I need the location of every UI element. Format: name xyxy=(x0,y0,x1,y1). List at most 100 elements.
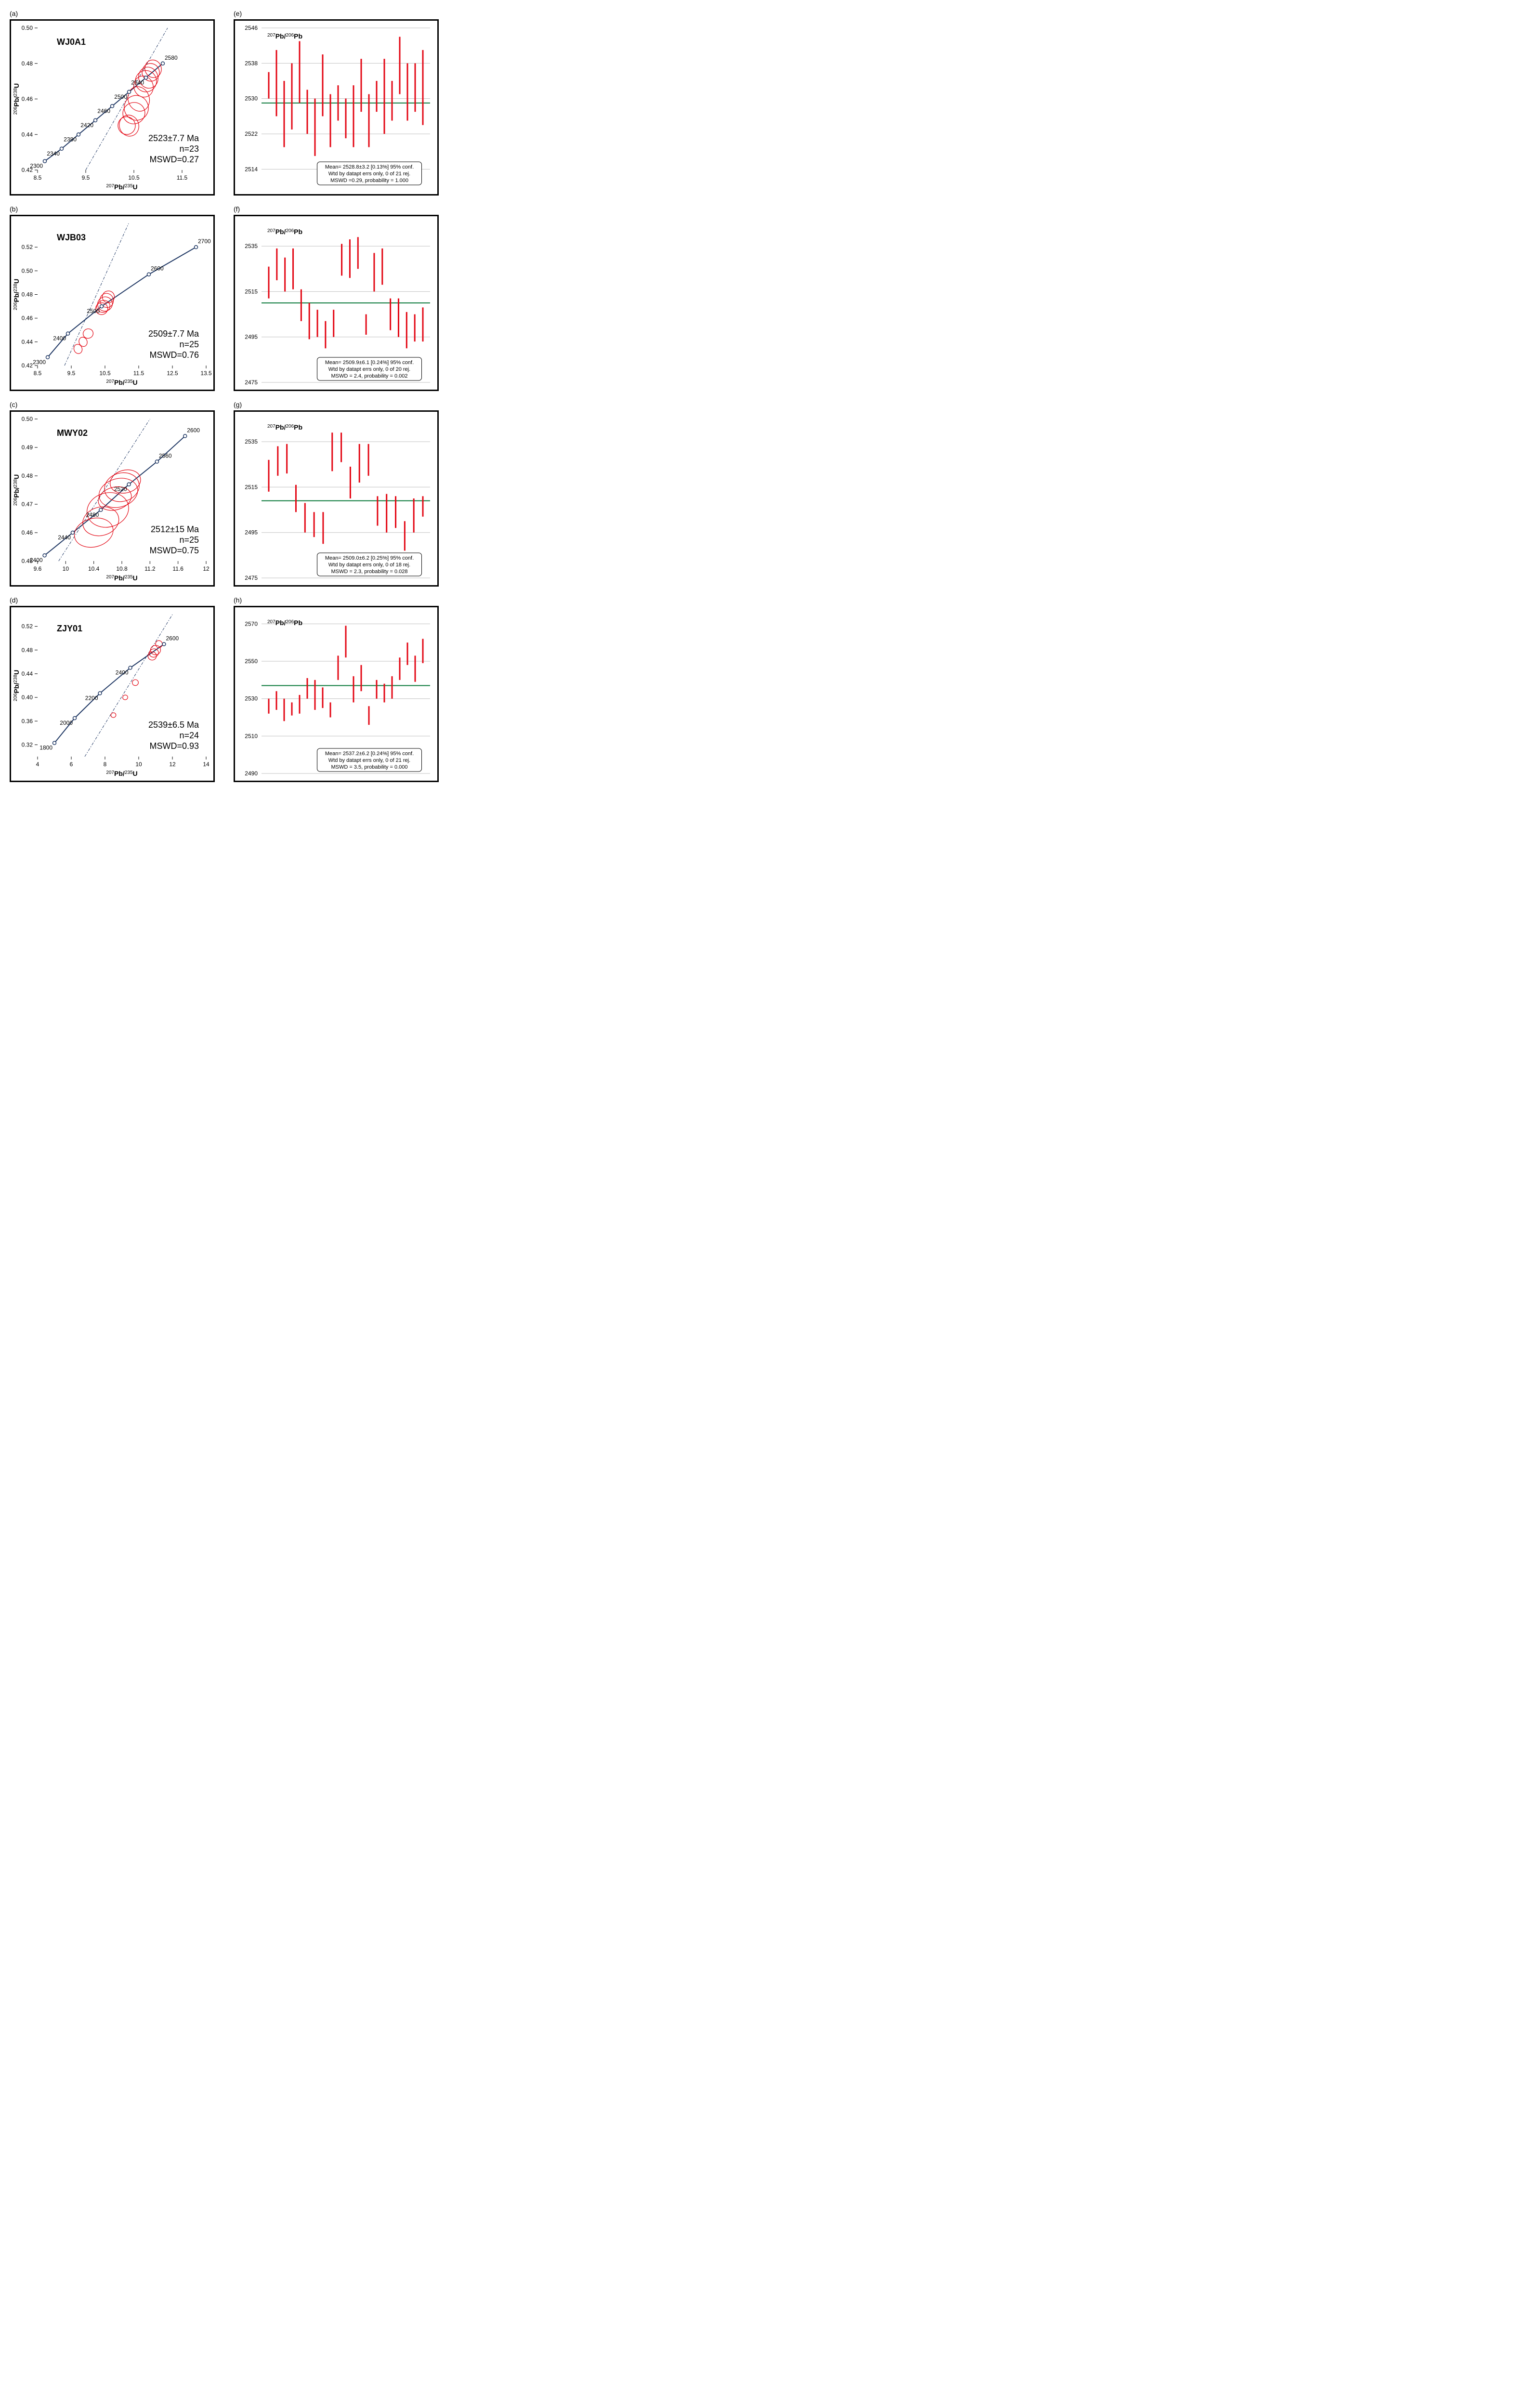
x-tick-label: 11.2 xyxy=(144,565,156,572)
y-tick-label: 0.52 xyxy=(22,244,33,250)
y-tick-label: 0.42 xyxy=(22,167,33,173)
discordia-line xyxy=(85,615,172,757)
y-axis-label: 206Pb/238U xyxy=(13,474,20,506)
x-tick-label: 10 xyxy=(63,565,69,572)
y-tick-label: 2546 xyxy=(245,25,258,31)
x-tick-label: 12 xyxy=(169,761,176,768)
age-n: n=23 xyxy=(179,144,199,154)
y-tick-label: 2530 xyxy=(245,95,258,102)
y-tick-label: 0.50 xyxy=(22,416,33,422)
panel-letter: (e) xyxy=(234,10,443,17)
concordia-marker xyxy=(155,460,158,463)
y-tick-label: 0.46 xyxy=(22,96,33,103)
concordia-curve xyxy=(54,644,164,743)
age-mswd: MSWD=0.75 xyxy=(149,546,199,555)
stats-line: Wtd by datapt errs only, 0 of 21 rej. xyxy=(328,171,410,177)
concordia-marker xyxy=(183,434,187,438)
chart-area: 2475249525152535207Pb/206PbMean= 2509.0±… xyxy=(234,410,439,587)
concordia-marker xyxy=(144,76,148,79)
x-tick-label: 10.5 xyxy=(128,174,140,181)
x-tick-label: 8 xyxy=(104,761,107,768)
x-tick-label: 10.5 xyxy=(99,370,111,377)
ratio-title: 207Pb/206Pb xyxy=(267,423,302,431)
x-tick-label: 11.6 xyxy=(172,565,183,572)
concordia-age-label: 2700 xyxy=(198,238,211,245)
concordia-marker xyxy=(99,508,103,511)
y-tick-label: 2522 xyxy=(245,131,258,137)
y-tick-label: 2510 xyxy=(245,733,258,739)
age-mswd: MSWD=0.76 xyxy=(149,350,199,360)
panel-e: (e)25142522253025382546207Pb/206PbMean= … xyxy=(234,10,443,196)
y-tick-label: 2570 xyxy=(245,620,258,627)
panel-letter: (c) xyxy=(10,401,219,408)
stats-line: Mean= 2509.0±6.2 [0.25%] 95% conf. xyxy=(325,555,414,561)
age-mswd: MSWD=0.27 xyxy=(149,155,199,164)
concordia-marker xyxy=(100,305,104,308)
data-ellipse xyxy=(117,112,142,139)
data-ellipse xyxy=(82,327,94,340)
age-line: 2539±6.5 Ma xyxy=(148,720,199,730)
x-axis-label: 207Pb/235U xyxy=(106,379,137,386)
y-tick-label: 2495 xyxy=(245,334,258,340)
y-tick-label: 0.32 xyxy=(22,741,33,748)
y-tick-label: 2538 xyxy=(245,60,258,66)
sample-name: WJB03 xyxy=(57,233,86,242)
y-tick-label: 0.46 xyxy=(22,315,33,322)
panel-d: (d)180020002200240026004681012140.320.36… xyxy=(10,596,219,782)
concordia-age-label: 2380 xyxy=(64,136,77,143)
concordia-marker xyxy=(53,741,56,745)
concordia-marker xyxy=(128,90,131,93)
chart-area: 230024002500260027008.59.510.511.512.513… xyxy=(10,215,215,391)
stats-line: MSWD = 2.3, probability = 0.028 xyxy=(331,569,408,575)
concordia-age-label: 2500 xyxy=(87,308,100,314)
data-ellipse xyxy=(116,114,138,137)
x-tick-label: 9.5 xyxy=(82,174,90,181)
y-tick-label: 0.42 xyxy=(22,362,33,369)
y-tick-label: 0.45 xyxy=(22,558,33,564)
stats-line: Mean= 2537.2±6.2 [0.24%] 95% conf. xyxy=(325,751,414,757)
concordia-age-label: 2400 xyxy=(116,669,129,676)
concordia-age-label: 2540 xyxy=(131,79,144,86)
y-axis-label: 206Pb/238U xyxy=(13,670,20,701)
chart-area: 25142522253025382546207Pb/206PbMean= 252… xyxy=(234,19,439,196)
panel-h: (h)24902510253025502570207Pb/206PbMean= … xyxy=(234,596,443,782)
x-axis-label: 207Pb/235U xyxy=(106,183,137,191)
chart-area: 24902510253025502570207Pb/206PbMean= 253… xyxy=(234,606,439,782)
concordia-age-label: 2400 xyxy=(53,335,66,342)
concordia-age-label: 2600 xyxy=(166,635,179,641)
panel-letter: (d) xyxy=(10,596,219,604)
x-tick-label: 8.5 xyxy=(34,370,42,377)
panel-letter: (g) xyxy=(234,401,443,408)
concordia-marker xyxy=(77,133,80,136)
data-ellipse xyxy=(73,343,84,354)
x-tick-label: 14 xyxy=(203,761,210,768)
sample-name: MWY02 xyxy=(57,428,88,438)
stats-line: Mean= 2509.9±6.1 [0.24%] 95% conf. xyxy=(325,360,414,366)
y-axis-label: 206Pb/238U xyxy=(13,279,20,310)
ratio-title: 207Pb/206Pb xyxy=(267,32,302,40)
panel-b: (b)230024002500260027008.59.510.511.512.… xyxy=(10,205,219,391)
concordia-marker xyxy=(195,246,198,249)
y-tick-label: 2535 xyxy=(245,243,258,249)
age-n: n=25 xyxy=(179,535,199,545)
concordia-marker xyxy=(60,147,64,150)
panel-f: (f)2475249525152535207Pb/206PbMean= 2509… xyxy=(234,205,443,391)
chart-area: 230023402380242024602500254025808.59.510… xyxy=(10,19,215,196)
stats-line: Wtd by datapt errs only, 0 of 20 rej. xyxy=(328,366,410,372)
stats-line: MSWD =0.29, probability = 1.000 xyxy=(330,178,408,183)
ratio-title: 207Pb/206Pb xyxy=(267,228,302,236)
y-axis-label: 206Pb/238U xyxy=(13,83,20,115)
concordia-marker xyxy=(147,273,151,276)
age-line: 2523±7.7 Ma xyxy=(148,133,199,143)
ratio-title: 207Pb/206Pb xyxy=(267,619,302,627)
y-tick-label: 2490 xyxy=(245,770,258,777)
concordia-age-label: 2580 xyxy=(165,54,178,61)
y-tick-label: 0.44 xyxy=(22,670,33,677)
panel-letter: (h) xyxy=(234,596,443,604)
y-tick-label: 0.48 xyxy=(22,647,33,654)
concordia-age-label: 2520 xyxy=(114,486,127,493)
concordia-marker xyxy=(43,159,47,163)
y-tick-label: 0.49 xyxy=(22,444,33,451)
y-tick-label: 0.48 xyxy=(22,472,33,479)
concordia-age-label: 2600 xyxy=(187,427,200,433)
